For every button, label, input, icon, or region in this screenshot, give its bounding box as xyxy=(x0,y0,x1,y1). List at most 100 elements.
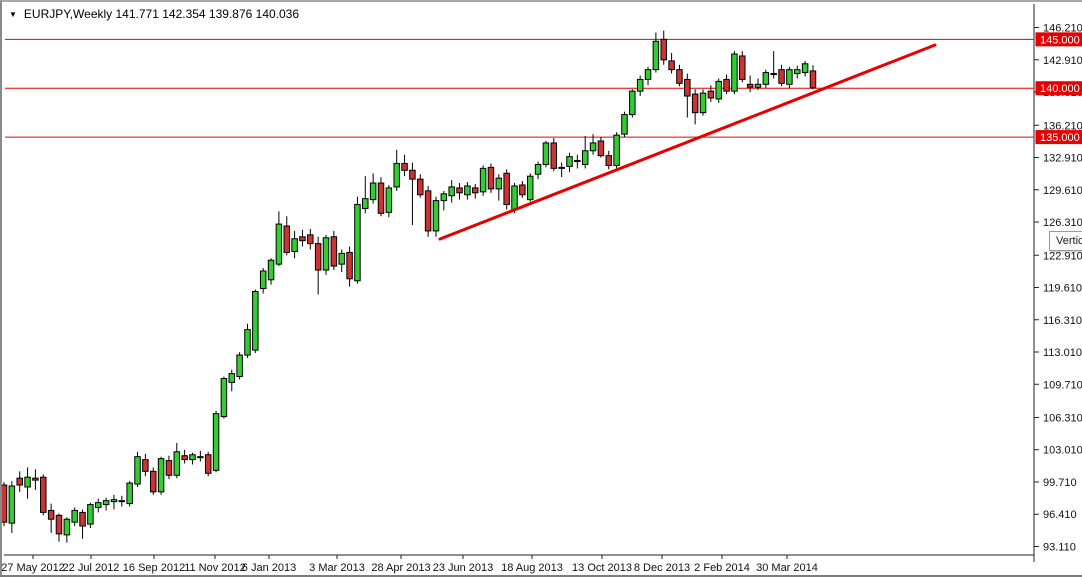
candle-body-down xyxy=(204,454,212,474)
x-axis-label: 16 Sep 2012 xyxy=(123,562,185,574)
candle-body-up xyxy=(621,114,628,135)
candle-body-down xyxy=(32,477,39,481)
candle-body-up xyxy=(715,80,722,100)
price-tag-label: 140.000 xyxy=(1040,83,1080,95)
candle-body-down xyxy=(142,459,149,472)
chart-title: ▼ EURJPY,Weekly 141.771 142.354 139.876 1… xyxy=(9,7,299,21)
candle-body-up xyxy=(432,200,440,232)
y-axis-label: 146.210 xyxy=(1043,23,1082,35)
candle-body-up xyxy=(731,53,738,92)
candle-body-up xyxy=(794,69,801,75)
price-tag[interactable] xyxy=(1035,81,1082,96)
candle-body-up xyxy=(189,454,196,461)
candle-body-down xyxy=(55,514,63,535)
candle-body-up xyxy=(24,476,31,488)
candle-body-up xyxy=(770,73,777,76)
x-axis-label: 30 Mar 2014 xyxy=(756,562,818,574)
candle-body-up xyxy=(220,377,228,418)
candle-body-down xyxy=(2,484,8,523)
y-axis-label: 103.010 xyxy=(1043,445,1082,457)
candle-body-down xyxy=(723,78,730,92)
candle-body-up xyxy=(362,198,369,209)
candle-body-down xyxy=(424,190,432,232)
candle-body-down xyxy=(409,169,416,180)
candle-body-up xyxy=(652,40,660,71)
y-axis-label: 109.710 xyxy=(1043,379,1082,391)
candle-body-up xyxy=(629,90,636,116)
candle-body-up xyxy=(754,83,762,88)
candle-body-up xyxy=(354,204,361,282)
candle-body-down xyxy=(346,251,353,280)
candle-body-up xyxy=(393,162,400,188)
candle-body-up xyxy=(581,150,589,165)
candle-body-down xyxy=(471,187,479,194)
candle-body-down xyxy=(739,55,746,80)
candle-body-up xyxy=(267,259,275,281)
candle-body-up xyxy=(212,413,220,471)
x-axis-label: 3 Mar 2013 xyxy=(309,562,365,574)
candle-body-down xyxy=(149,470,157,493)
candle-body-up xyxy=(440,193,448,202)
symbol-dropdown-icon[interactable]: ▼ xyxy=(9,10,17,19)
candle-body-up xyxy=(322,237,330,271)
candle-body-down xyxy=(550,142,558,169)
y-axis-label: 132.910 xyxy=(1043,153,1082,165)
y-axis-label: 136.210 xyxy=(1043,120,1082,132)
candle-body-up xyxy=(369,182,377,201)
vertical-line-tooltip: Vertic xyxy=(1049,231,1082,251)
candle-body-up xyxy=(157,458,165,493)
x-axis-label: 2 Feb 2014 xyxy=(694,562,750,574)
y-axis-label: 99.710 xyxy=(1043,477,1077,489)
candle-body-up xyxy=(613,134,620,166)
candle-body-up xyxy=(71,509,78,523)
candle-body-down xyxy=(16,477,23,486)
candle-body-up xyxy=(8,485,16,524)
candle-body-down xyxy=(778,69,785,84)
tooltip-label: Vertic xyxy=(1056,235,1082,247)
candle-body-up xyxy=(87,504,94,525)
candle-body-up xyxy=(252,291,259,351)
price-tag[interactable] xyxy=(1035,32,1082,47)
candle-body-up xyxy=(126,482,133,505)
candle-body-down xyxy=(417,178,424,196)
price-tag-label: 135.000 xyxy=(1040,132,1080,144)
candle-body-up xyxy=(511,185,518,210)
candle-body-down xyxy=(40,476,47,513)
x-axis-label: 23 Jun 2013 xyxy=(433,562,494,574)
y-axis-label: 116.310 xyxy=(1043,315,1082,327)
y-axis-label: 142.910 xyxy=(1043,55,1082,67)
y-axis-label: 96.410 xyxy=(1043,509,1077,521)
candle-body-down xyxy=(809,70,817,89)
candle-body-down xyxy=(79,511,86,527)
candle-body-up xyxy=(534,163,542,175)
candle-body-up xyxy=(94,502,102,509)
candle-body-up xyxy=(786,69,793,85)
candle-body-up xyxy=(636,78,644,92)
y-axis-label: 119.610 xyxy=(1043,283,1082,295)
candle-body-down xyxy=(684,78,691,97)
candle-body-up xyxy=(134,456,141,485)
x-axis-label: 11 Nov 2012 xyxy=(184,562,246,574)
candle-body-down xyxy=(574,160,581,163)
candle-body-down xyxy=(676,69,683,84)
price-tag[interactable] xyxy=(1035,130,1082,145)
candle-body-up xyxy=(589,142,597,152)
candle-body-up xyxy=(801,63,809,74)
price-tag-label: 145.000 xyxy=(1040,34,1080,46)
candle-body-down xyxy=(691,93,699,114)
trend-line[interactable] xyxy=(438,43,937,241)
candle-body-down xyxy=(47,509,55,520)
candle-body-up xyxy=(558,166,565,169)
candle-body-up xyxy=(275,223,283,265)
candle-body-up xyxy=(644,69,652,80)
candle-body-up xyxy=(259,270,267,290)
y-axis-label: 113.010 xyxy=(1043,347,1082,359)
candle-body-down xyxy=(377,182,385,214)
candle-body-down xyxy=(197,456,204,459)
candle-body-down xyxy=(456,187,463,194)
candle-body-down xyxy=(181,455,188,461)
candle-body-down xyxy=(746,83,754,88)
candle-body-up xyxy=(479,167,487,193)
candle-body-up xyxy=(526,175,534,201)
